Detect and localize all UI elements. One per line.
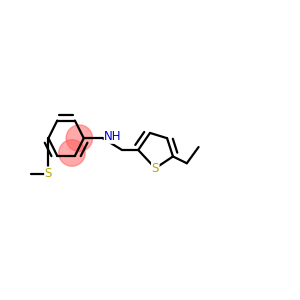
Circle shape	[59, 140, 85, 166]
Text: S: S	[45, 167, 52, 180]
Circle shape	[66, 125, 93, 152]
Text: NH: NH	[104, 130, 122, 143]
Text: S: S	[152, 162, 159, 175]
